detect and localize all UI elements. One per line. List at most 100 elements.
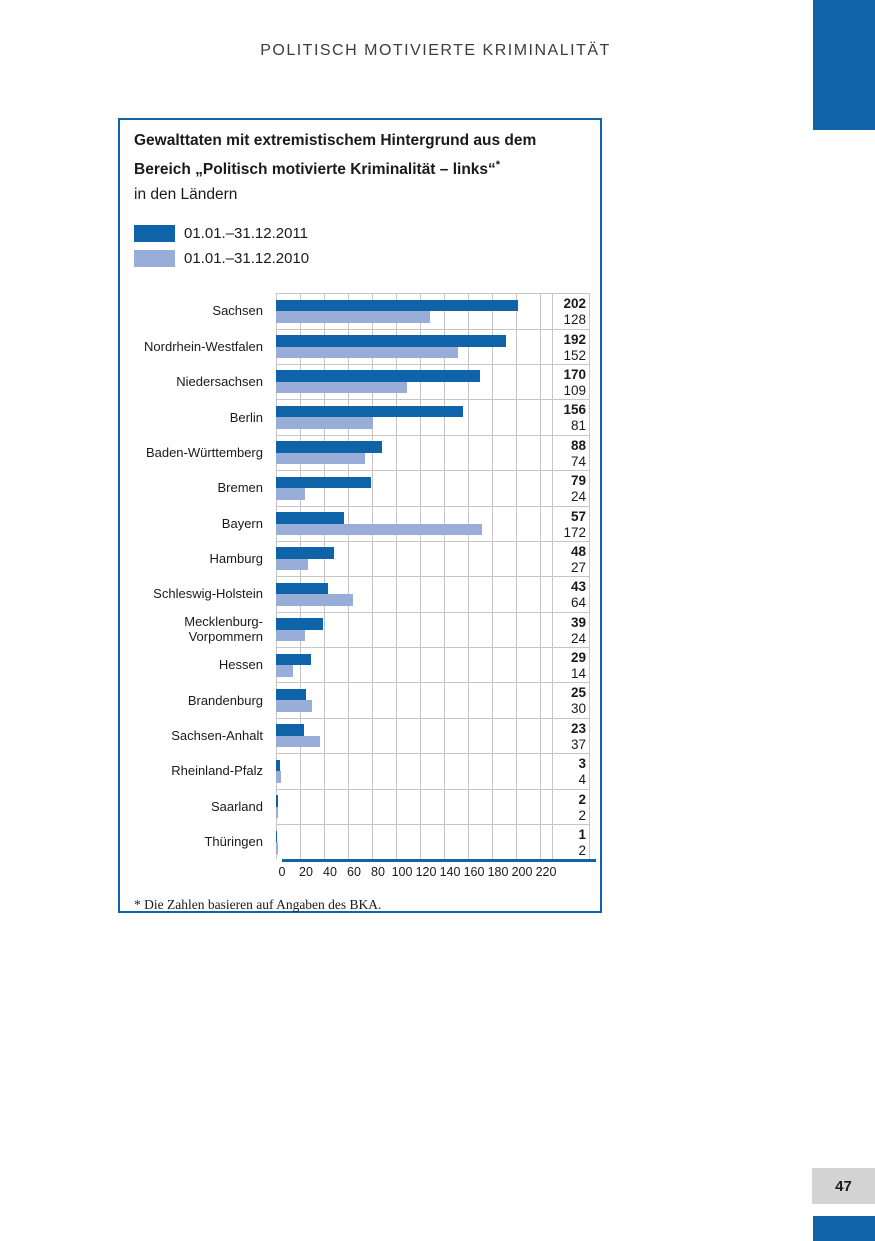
bar-2011 [276, 405, 464, 418]
x-axis: 0 20 40 60 80 100 120 140 160 180 200 220 [279, 865, 596, 883]
bar-2011 [276, 759, 280, 772]
row-label: Nordrhein-Westfalen [144, 338, 263, 354]
value-2011: 192 [563, 331, 586, 347]
bar-2010 [276, 346, 459, 359]
chart-title-line3: in den Ländern [134, 186, 238, 204]
row-label: Thüringen [204, 834, 263, 850]
x-axis-tick: 140 [439, 865, 461, 880]
row-label: Baden-Württemberg [145, 444, 263, 460]
chart-row: Baden-Württemberg 88 74 [126, 434, 592, 471]
row-values: 57 172 [552, 505, 590, 541]
chart-row: Schleswig-Holstein 43 64 [126, 576, 592, 612]
value-2010: 64 [570, 595, 586, 611]
value-2010: 74 [570, 453, 586, 469]
x-axis-tick: 60 [347, 865, 361, 880]
row-grid [276, 753, 552, 789]
bar-2011 [276, 335, 507, 347]
value-2011: 2 [578, 791, 586, 807]
legend-row-2011: 01.01.–31.12.2011 [134, 221, 592, 246]
value-2010: 14 [570, 666, 586, 682]
row-label: Sachsen [212, 303, 263, 319]
row-grid [276, 328, 552, 364]
value-2010: 4 [578, 772, 586, 788]
row-grid [276, 363, 552, 400]
chart-row: Berlin 156 81 [126, 399, 592, 435]
row-label: Bremen [217, 480, 263, 496]
x-axis-tick: 200 [511, 865, 533, 880]
bar-2011 [276, 370, 480, 382]
chart-row: Sachsen 202 128 [126, 293, 592, 329]
legend-swatch-2010 [134, 250, 175, 268]
bar-2010 [276, 842, 279, 854]
bar-2011 [276, 653, 311, 666]
bar-2011 [276, 547, 334, 559]
chart-row: Bayern 57 172 [126, 505, 592, 541]
row-values: 88 74 [552, 434, 590, 471]
bar-2010 [276, 417, 374, 429]
row-label: Schleswig-Holstein [153, 586, 263, 602]
row-label: Berlin [229, 409, 263, 425]
bar-2010 [276, 381, 407, 394]
bar-2011 [276, 724, 304, 736]
chart-rows: Sachsen 202 128 Nordrhein-Westfalen 192 152 Ni… [126, 293, 592, 860]
value-2010: 172 [563, 524, 586, 540]
bar-2010 [276, 806, 279, 819]
row-grid [276, 470, 552, 506]
value-2011: 29 [570, 650, 586, 666]
page-number-badge: 47 [812, 1168, 875, 1204]
chart-row: Rheinland-Pfalz 3 4 [126, 753, 592, 789]
x-axis-tick: 20 [299, 865, 313, 880]
report-chart-box: Gewalttaten mit extremistischem Hintergr… [118, 118, 602, 913]
value-2011: 170 [563, 366, 586, 382]
chart-legend: 01.01.–31.12.2011 01.01.–31.12.2010 [126, 221, 592, 271]
corner-tab-top [813, 0, 875, 130]
row-values: 192 152 [552, 328, 590, 364]
row-grid [276, 576, 552, 612]
chart-row: Niedersachsen 170 109 [126, 363, 592, 400]
row-label: Hessen [218, 657, 263, 673]
chart-row: Bremen 79 24 [126, 470, 592, 506]
value-2010: 128 [563, 312, 586, 328]
row-grid [276, 682, 552, 718]
row-grid [276, 611, 552, 648]
value-2011: 202 [563, 296, 586, 312]
chart-row: Sachsen-Anhalt 23 37 [126, 717, 592, 754]
bar-2011 [276, 688, 306, 701]
row-grid [276, 434, 552, 471]
value-2010: 27 [570, 559, 586, 575]
legend-row-2010: 01.01.–31.12.2010 [134, 246, 592, 271]
title-asterisk: * [495, 159, 501, 171]
row-label: Mecklenburg-Vorpommern [184, 614, 263, 645]
bar-2010 [276, 488, 305, 500]
row-values: 25 30 [552, 682, 590, 718]
row-label: Bayern [221, 515, 263, 531]
chart-row: Mecklenburg-Vorpommern 39 24 [126, 611, 592, 648]
bar-2010 [276, 771, 281, 783]
chart-row: Saarland 2 2 [126, 788, 592, 825]
value-2010: 109 [563, 382, 586, 398]
x-axis-tick: 80 [371, 865, 385, 880]
bar-2011 [276, 512, 345, 524]
row-values: 79 24 [552, 470, 590, 506]
bar-2010 [276, 452, 365, 465]
bar-2011 [276, 299, 519, 312]
row-values: 39 24 [552, 611, 590, 648]
bar-2010 [276, 594, 353, 606]
value-2011: 39 [570, 614, 586, 630]
row-values: 48 27 [552, 540, 590, 577]
row-grid [276, 399, 552, 435]
bar-2010 [276, 523, 483, 535]
x-axis-line [282, 859, 596, 863]
chart-row: Nordrhein-Westfalen 192 152 [126, 328, 592, 364]
bar-2010 [276, 558, 309, 571]
x-axis-tick: 180 [487, 865, 509, 880]
row-label: Brandenburg [187, 692, 263, 708]
chart-row: Brandenburg 25 30 [126, 682, 592, 718]
value-2011: 25 [570, 685, 586, 701]
legend-label-2010: 01.01.–31.12.2010 [184, 250, 310, 268]
value-2010: 81 [570, 418, 586, 434]
value-2010: 2 [578, 807, 586, 823]
